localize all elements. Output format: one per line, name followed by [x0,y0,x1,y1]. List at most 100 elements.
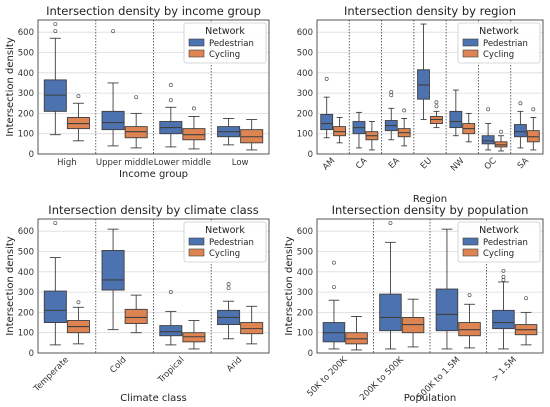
y-tick-label: 200 [18,308,34,318]
box-pedestrian-2 [379,221,402,350]
x-tick-label: OC [483,156,499,172]
outlier-point [402,108,407,113]
box-cycling-3 [182,106,206,150]
y-tick-label: 600 [18,28,34,38]
box-pedestrian-2 [352,111,366,149]
outlier-point [76,94,81,99]
legend-label-cycling: Cycling [209,50,240,60]
box-cycling-3 [458,293,481,349]
box-iqr [101,250,125,291]
y-axis-label: Intersection density [284,236,295,335]
y-tick-label: 300 [297,288,313,298]
y-axis-label: Intersection density [5,37,16,136]
legend-swatch-pedestrian [462,237,479,246]
y-tick-label: 100 [18,130,34,140]
legend-frame [183,221,267,263]
box-iqr [43,290,67,323]
axes-frame [37,218,270,354]
legend-label-cycling: Cycling [483,249,514,259]
box-cycling-4 [514,296,538,346]
box-cycling-3 [397,108,411,147]
y-tick-label: 400 [18,69,34,79]
box-pedestrian-3 [159,290,183,346]
x-tick-label: Tropical [156,355,187,386]
outlier-point [434,104,439,109]
legend-label-pedestrian: Pedestrian [483,39,528,49]
y-tick-label: 100 [297,130,313,140]
y-tick-label: 200 [18,109,34,119]
x-tick-label: 50K to 200K [305,355,349,399]
box-iqr [379,293,402,332]
outlier-point [53,221,58,226]
outlier-point [486,107,491,112]
legend-title: Network [479,26,519,37]
x-tick-label: Arid [225,355,244,374]
outlier-point [501,268,506,273]
outlier-point [53,22,58,27]
outlier-point [501,274,506,279]
box-iqr [124,308,148,325]
x-tick-label: AM [321,156,337,172]
box-iqr [449,110,463,129]
outlier-point [168,83,173,87]
outlier-point [531,107,536,112]
y-tick-label: 0 [308,150,313,160]
box-pedestrian-3 [159,83,183,148]
outlier-point [524,296,529,301]
y-tick-label: 0 [308,349,313,359]
x-tick-label: Cold [108,355,128,375]
x-tick-label: > 1.5M [490,355,519,384]
y-tick-label: 400 [297,69,313,79]
y-tick-label: 200 [297,109,313,119]
axes-frame [37,19,270,155]
y-axis-label: Intersection density [5,236,16,335]
x-tick-label: High [57,158,77,168]
y-tick-label: 300 [18,89,34,99]
box-iqr [492,309,515,330]
box-cycling-2 [365,121,379,151]
box-cycling-2 [401,298,425,348]
outlier-point [226,286,231,290]
chart-title: Intersection density by income group [46,4,261,18]
legend-label-pedestrian: Pedestrian [209,238,254,248]
chart-panel-1: Intersection density by income group 0 100… [5,4,270,180]
legend-swatch-cycling [462,49,479,58]
x-tick-label: NW [449,156,467,174]
legend-swatch-cycling [188,49,205,58]
x-axis-label: Population [404,393,457,404]
x-tick-label: SA [516,156,531,171]
y-tick-label: 300 [297,89,313,99]
outlier-point [324,76,329,81]
axes-frame [316,218,544,354]
x-tick-label: Temperate [31,355,71,395]
box-cycling-5 [462,112,476,143]
outlier-point [499,129,503,134]
y-tick-label: 200 [297,308,313,318]
box-cycling-4 [240,305,264,345]
outlier-point [332,260,336,265]
legend-title: Network [205,225,245,236]
legend-label-pedestrian: Pedestrian [209,39,254,49]
box-iqr [435,288,459,332]
axes-frame [316,19,544,155]
box-cycling-2 [124,95,148,149]
box-pedestrian-3 [435,228,459,350]
outlier-point [168,290,173,295]
y-tick-label: 600 [297,28,313,38]
y-tick-label: 100 [297,329,313,339]
box-cycling-3 [182,320,206,350]
x-tick-label: EA [387,156,402,171]
box-pedestrian-1 [43,22,67,136]
y-tick-label: 600 [297,227,313,237]
outlier-point [226,282,231,286]
legend-frame [457,22,541,64]
legend-frame [457,221,541,263]
outlier-point [111,29,116,34]
box-cycling-4 [430,100,443,129]
x-tick-label: Lower middle [154,158,211,168]
chart-title: Intersection density by region [344,4,516,18]
